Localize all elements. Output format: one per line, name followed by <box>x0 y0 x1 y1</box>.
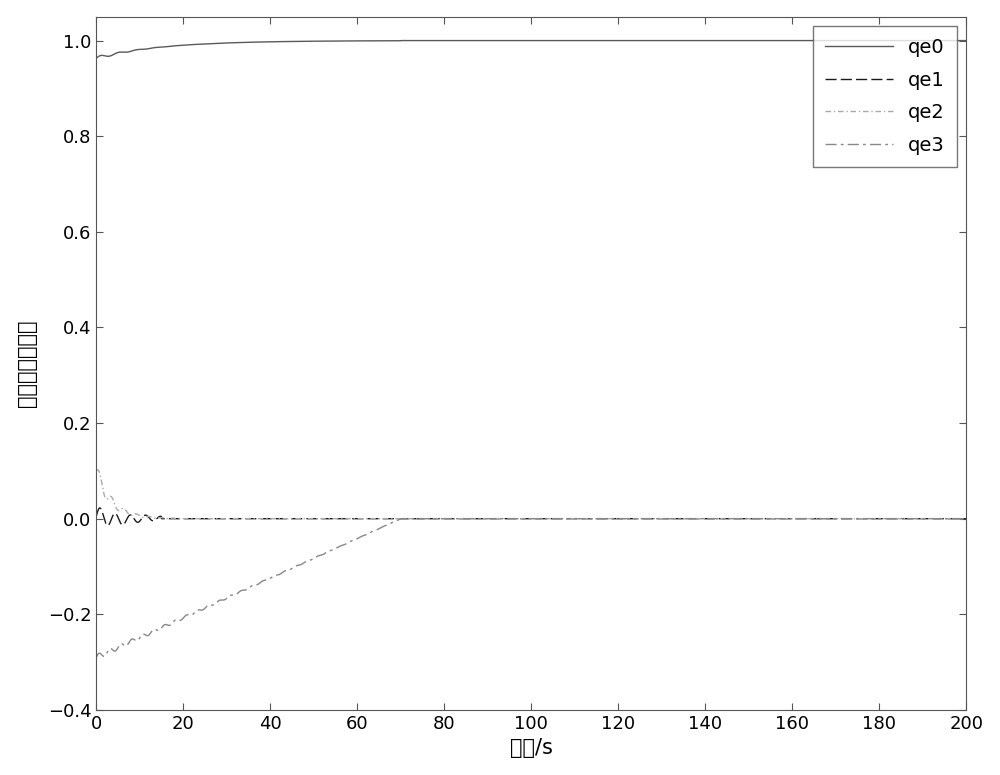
qe1 <box>90 512 102 521</box>
qe3 <box>612 514 624 523</box>
qe3 <box>90 653 102 662</box>
qe3 <box>806 514 818 523</box>
Line: qe2: qe2 <box>96 470 966 518</box>
qe1 <box>94 503 106 512</box>
qe2 <box>612 514 624 523</box>
qe0 <box>740 36 752 45</box>
qe1 <box>249 514 261 523</box>
qe1 <box>102 521 114 530</box>
qe1 <box>423 514 435 523</box>
qe2 <box>656 514 668 523</box>
qe2 <box>740 514 752 523</box>
qe1 <box>740 514 752 523</box>
qe1 <box>612 514 624 523</box>
qe0 <box>960 36 972 45</box>
qe3 <box>395 514 407 523</box>
qe2 <box>806 514 818 523</box>
qe0 <box>423 36 435 45</box>
qe1 <box>806 514 818 523</box>
X-axis label: 时间/s: 时间/s <box>510 739 553 758</box>
qe2 <box>423 514 435 523</box>
Legend: qe0, qe1, qe2, qe3: qe0, qe1, qe2, qe3 <box>813 26 957 167</box>
qe2 <box>960 514 972 523</box>
qe3 <box>248 580 260 590</box>
qe0 <box>612 36 624 45</box>
qe2 <box>92 465 104 474</box>
qe2 <box>249 514 261 523</box>
qe1 <box>960 514 972 523</box>
qe0 <box>395 36 407 45</box>
qe3 <box>423 514 435 523</box>
Y-axis label: 误差姿态四元数: 误差姿态四元数 <box>17 319 37 407</box>
Line: qe1: qe1 <box>96 508 966 525</box>
qe2 <box>169 514 181 523</box>
qe3 <box>656 514 668 523</box>
Line: qe0: qe0 <box>96 40 966 58</box>
qe0 <box>90 53 102 63</box>
qe0 <box>248 37 260 46</box>
qe0 <box>806 36 818 45</box>
Line: qe3: qe3 <box>96 518 966 657</box>
qe3 <box>960 514 972 523</box>
qe2 <box>90 467 102 476</box>
qe3 <box>740 514 752 523</box>
qe1 <box>656 514 668 523</box>
qe0 <box>656 36 668 45</box>
